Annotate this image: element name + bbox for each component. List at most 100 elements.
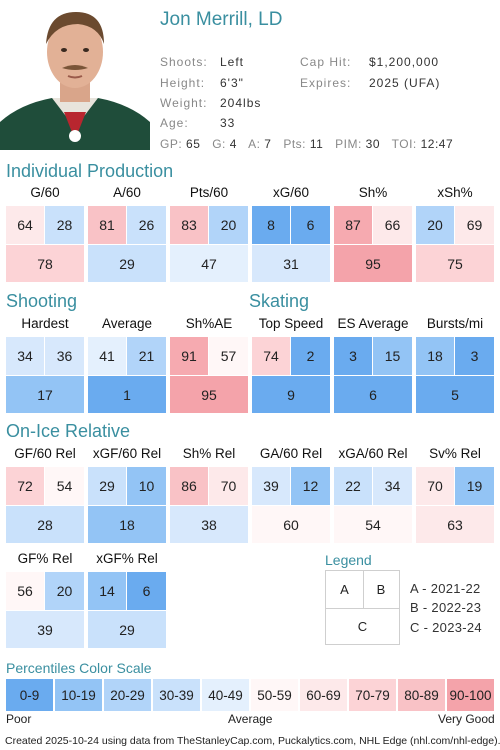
- metric-value-b: 70: [209, 467, 248, 505]
- metric-value-b: 15: [373, 337, 412, 375]
- metric-grid: 41 21 1: [88, 337, 166, 413]
- metric-value-a: 83: [170, 206, 208, 244]
- metric-value-b: 21: [127, 337, 166, 375]
- metric-value-b: 10: [127, 467, 166, 505]
- metric-value-b: 20: [45, 572, 84, 610]
- metric-value-a: 18: [416, 337, 454, 375]
- info-label: Shoots:: [160, 55, 208, 69]
- contract-cap-hit: Cap Hit:: [300, 55, 351, 69]
- legend-entry-a: A - 2021-22: [410, 581, 481, 596]
- info-shoots-value: Left: [220, 55, 244, 69]
- metric-value-b: 2: [291, 337, 330, 375]
- metric-value-c: 95: [334, 245, 412, 282]
- metric-value-b: 6: [291, 206, 330, 244]
- metric-grid: 86 70 38: [170, 467, 248, 543]
- metric-value-c: 63: [416, 506, 494, 543]
- metric-title: xGF% Rel: [96, 551, 158, 566]
- scale-bin: 90-100: [447, 679, 494, 711]
- season-stats: GP: 65 G: 4 A: 7 Pts: 11 PIM: 30 TOI: 12…: [160, 137, 461, 151]
- metric-title: Average: [101, 316, 153, 331]
- metric-tile: Pts/60 83 20 47: [170, 185, 248, 282]
- scale-label-poor: Poor: [6, 712, 32, 726]
- metric-value-c: 18: [88, 506, 166, 543]
- metric-grid: 18 3 5: [416, 337, 494, 413]
- percentile-color-scale: 0-9 10-19 20-29 30-39 40-49 50-59 60-69 …: [6, 679, 494, 711]
- metric-title: GF/60 Rel: [14, 446, 76, 461]
- metric-title: Top Speed: [258, 316, 324, 331]
- scale-label-very-good: Very Good: [438, 712, 495, 726]
- metric-value-a: 34: [6, 337, 44, 375]
- legend-cell-c: C: [357, 618, 368, 634]
- metric-grid: 8 6 31: [252, 206, 330, 282]
- metric-tile: Sv% Rel 70 19 63: [416, 446, 494, 543]
- metric-tile: xSh% 20 69 75: [416, 185, 494, 282]
- metric-value-b: 19: [455, 467, 494, 505]
- metric-value-a: 86: [170, 467, 208, 505]
- metric-tile: A/60 81 26 29: [88, 185, 166, 282]
- metric-value-b: 34: [373, 467, 412, 505]
- metric-value-a: 91: [170, 337, 208, 375]
- scale-bin: 50-59: [251, 679, 298, 711]
- metric-value-a: 14: [88, 572, 126, 610]
- info-height: Height:: [160, 76, 205, 90]
- metric-value-c: 54: [334, 506, 412, 543]
- metric-tile: xGA/60 Rel 22 34 54: [334, 446, 412, 543]
- legend-entry-b: B - 2022-23: [410, 600, 482, 615]
- metric-grid: 56 20 39: [6, 572, 84, 648]
- scale-bin: 30-39: [153, 679, 200, 711]
- scale-bin: 70-79: [349, 679, 396, 711]
- info-value: 2025 (UFA): [369, 76, 441, 90]
- info-label: Weight:: [160, 96, 208, 110]
- metric-grid: 34 36 17: [6, 337, 84, 413]
- info-weight-value: 204lbs: [220, 96, 261, 110]
- metric-value-a: 22: [334, 467, 372, 505]
- metric-value-a: 41: [88, 337, 126, 375]
- metric-title: xGF/60 Rel: [92, 446, 162, 461]
- metric-tile: Average 41 21 1: [88, 316, 166, 413]
- section-skating: Skating: [249, 291, 310, 311]
- metric-value-a: 81: [88, 206, 126, 244]
- metric-value-a: 70: [416, 467, 454, 505]
- metric-value-c: 38: [170, 506, 248, 543]
- scale-title: Percentiles Color Scale: [6, 660, 152, 676]
- metric-value-a: 64: [6, 206, 44, 244]
- metric-title: Sh%AE: [185, 316, 233, 331]
- metric-value-b: 28: [45, 206, 84, 244]
- metric-value-a: 39: [252, 467, 290, 505]
- metric-tile: GF% Rel 56 20 39: [6, 551, 84, 648]
- scale-label-average: Average: [228, 712, 273, 726]
- info-label: Age:: [160, 116, 189, 130]
- metric-grid: 83 20 47: [170, 206, 248, 282]
- metric-title: Bursts/mi: [426, 316, 484, 331]
- metric-tile: xGF% Rel 14 6 29: [88, 551, 166, 648]
- metric-grid: 29 10 18: [88, 467, 166, 543]
- stat-value: 65: [186, 137, 201, 151]
- stat-label: G:: [212, 137, 226, 151]
- metric-title: xGA/60 Rel: [338, 446, 408, 461]
- metric-value-b: 69: [455, 206, 494, 244]
- metric-title: Sh%: [358, 185, 388, 200]
- metric-value-c: 17: [6, 376, 84, 413]
- stat-value: 11: [309, 137, 324, 151]
- stat-label: GP:: [160, 137, 183, 151]
- metric-title: G/60: [30, 185, 60, 200]
- legend-cell-b: B: [363, 571, 399, 609]
- info-height-value: 6'3": [220, 76, 244, 90]
- metric-value-c: 29: [88, 245, 166, 282]
- legend-grid: A B C: [325, 570, 400, 645]
- metric-title: Sh% Rel: [182, 446, 236, 461]
- legend-title: Legend: [325, 552, 372, 568]
- contract-expires: Expires:: [300, 76, 351, 90]
- metric-value-c: 95: [170, 376, 248, 413]
- legend-cell-a: A: [326, 571, 364, 609]
- scale-bin: 60-69: [300, 679, 347, 711]
- metric-value-c: 78: [6, 245, 84, 282]
- metric-value-b: 36: [45, 337, 84, 375]
- stat-value: 30: [365, 137, 381, 151]
- info-label: Height:: [160, 76, 206, 90]
- metric-title: Pts/60: [189, 185, 229, 200]
- metric-grid: 64 28 78: [6, 206, 84, 282]
- contract-expires-value: 2025 (UFA): [369, 76, 440, 90]
- metric-title: ES Average: [337, 316, 409, 331]
- metric-grid: 72 54 28: [6, 467, 84, 543]
